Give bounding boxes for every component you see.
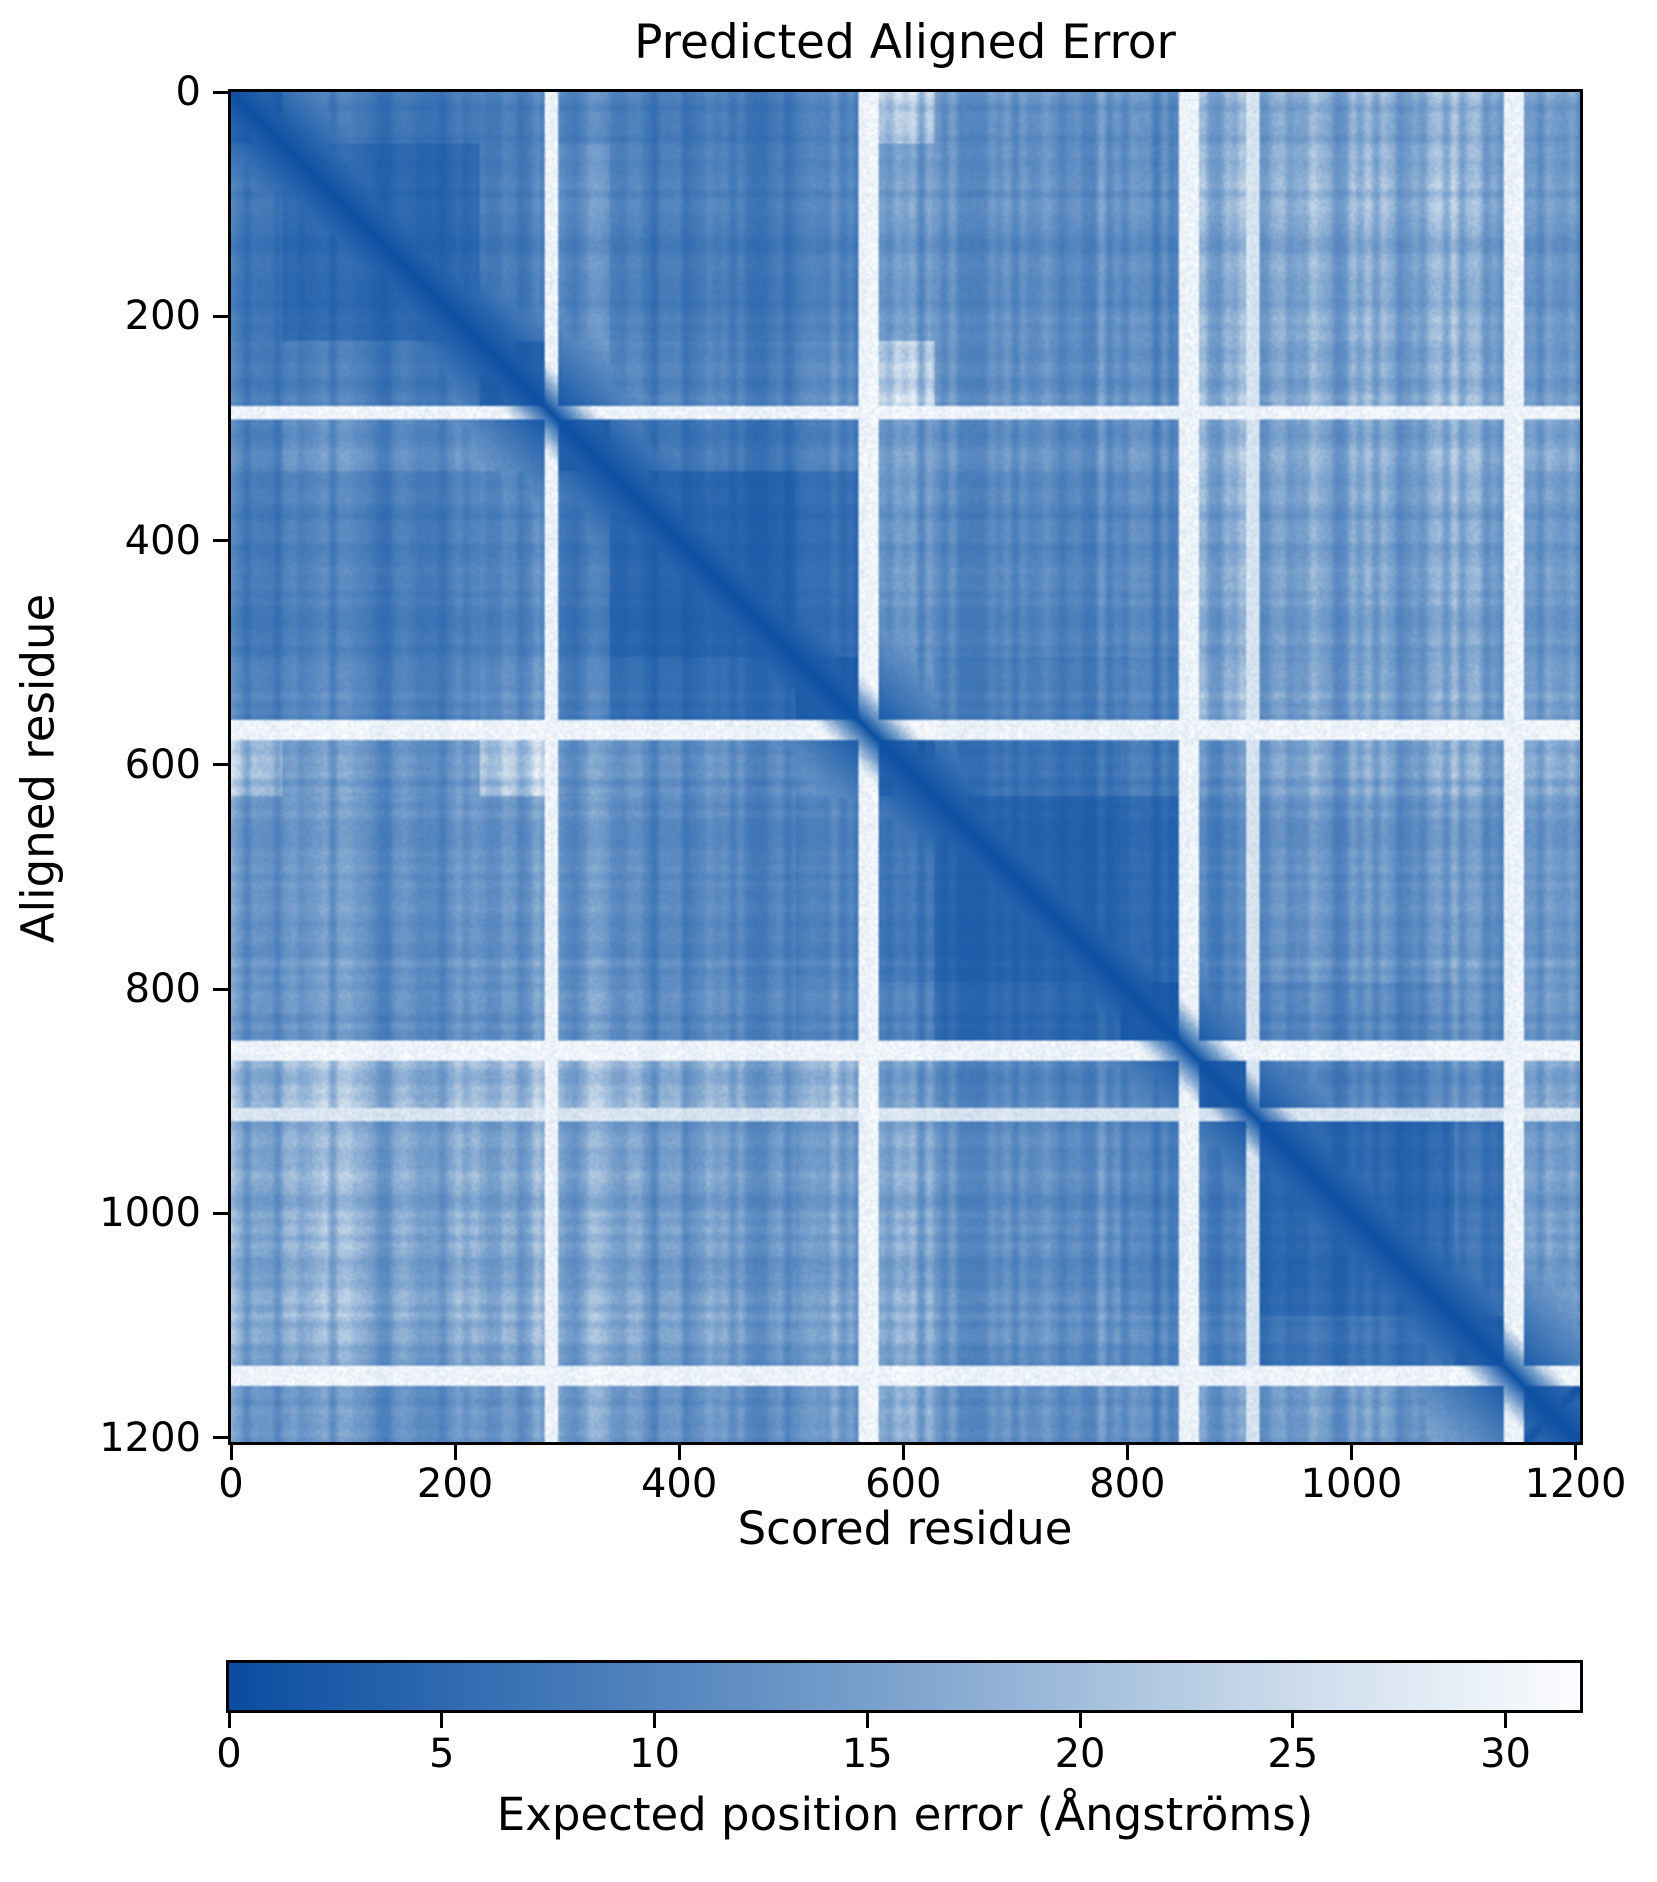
y-tick-label: 600 bbox=[124, 741, 201, 788]
x-tick-label: 1000 bbox=[1300, 1461, 1403, 1507]
y-tickmark bbox=[213, 539, 228, 542]
colorbar-tick-label: 5 bbox=[429, 1731, 455, 1777]
y-tickmark bbox=[213, 1436, 228, 1439]
y-tick-label: 800 bbox=[124, 966, 201, 1012]
x-tickmark bbox=[1349, 1445, 1353, 1460]
x-tickmark bbox=[1125, 1445, 1129, 1460]
y-tickmark bbox=[213, 1211, 228, 1215]
colorbar-tickmark bbox=[1291, 1713, 1295, 1728]
x-tick-label: 1200 bbox=[1524, 1461, 1627, 1507]
x-axis-label: Scored residue bbox=[737, 1502, 1073, 1555]
y-tick-label: 400 bbox=[124, 517, 201, 564]
x-tick-label: 200 bbox=[416, 1461, 494, 1507]
y-axis-label: Aligned residue bbox=[11, 593, 65, 944]
colorbar-tick-label: 20 bbox=[1054, 1731, 1106, 1777]
colorbar-tickmark bbox=[227, 1713, 231, 1728]
x-tickmark bbox=[677, 1445, 681, 1460]
y-tick-label: 0 bbox=[175, 69, 201, 115]
y-tick-label: 1200 bbox=[99, 1414, 201, 1461]
y-tickmark bbox=[213, 987, 228, 991]
colorbar-tick-label: 10 bbox=[629, 1731, 680, 1777]
colorbar-tickmark bbox=[440, 1713, 444, 1728]
x-tick-label: 800 bbox=[1089, 1461, 1166, 1507]
y-tick-label: 1000 bbox=[99, 1190, 201, 1237]
y-tick-label: 200 bbox=[124, 293, 201, 340]
colorbar-label: Expected position error (Ångströms) bbox=[496, 1788, 1314, 1841]
colorbar-tick-label: 30 bbox=[1480, 1731, 1531, 1777]
colorbar bbox=[226, 1660, 1583, 1713]
pae-heatmap-canvas bbox=[231, 92, 1580, 1442]
x-tickmark bbox=[229, 1445, 233, 1460]
chart-title: Predicted Aligned Error bbox=[634, 15, 1176, 70]
x-tick-label: 600 bbox=[865, 1461, 942, 1507]
y-tickmark bbox=[213, 90, 228, 94]
colorbar-tickmark bbox=[1078, 1713, 1082, 1728]
colorbar-tickmark bbox=[1504, 1713, 1508, 1728]
colorbar-tick-label: 25 bbox=[1267, 1731, 1319, 1777]
x-tickmark bbox=[453, 1445, 457, 1460]
colorbar-tickmark bbox=[865, 1713, 869, 1728]
x-tickmark bbox=[901, 1445, 905, 1460]
colorbar-gradient-canvas bbox=[229, 1663, 1580, 1710]
heatmap-plot-area bbox=[228, 89, 1583, 1445]
colorbar-tick-label: 15 bbox=[841, 1731, 893, 1777]
x-tick-label: 0 bbox=[218, 1461, 244, 1507]
y-tickmark bbox=[213, 314, 228, 318]
y-tickmark bbox=[213, 763, 228, 767]
colorbar-tick-label: 0 bbox=[216, 1731, 242, 1777]
colorbar-tickmark bbox=[653, 1713, 656, 1728]
x-tick-label: 400 bbox=[640, 1461, 718, 1507]
x-tickmark bbox=[1574, 1445, 1578, 1460]
